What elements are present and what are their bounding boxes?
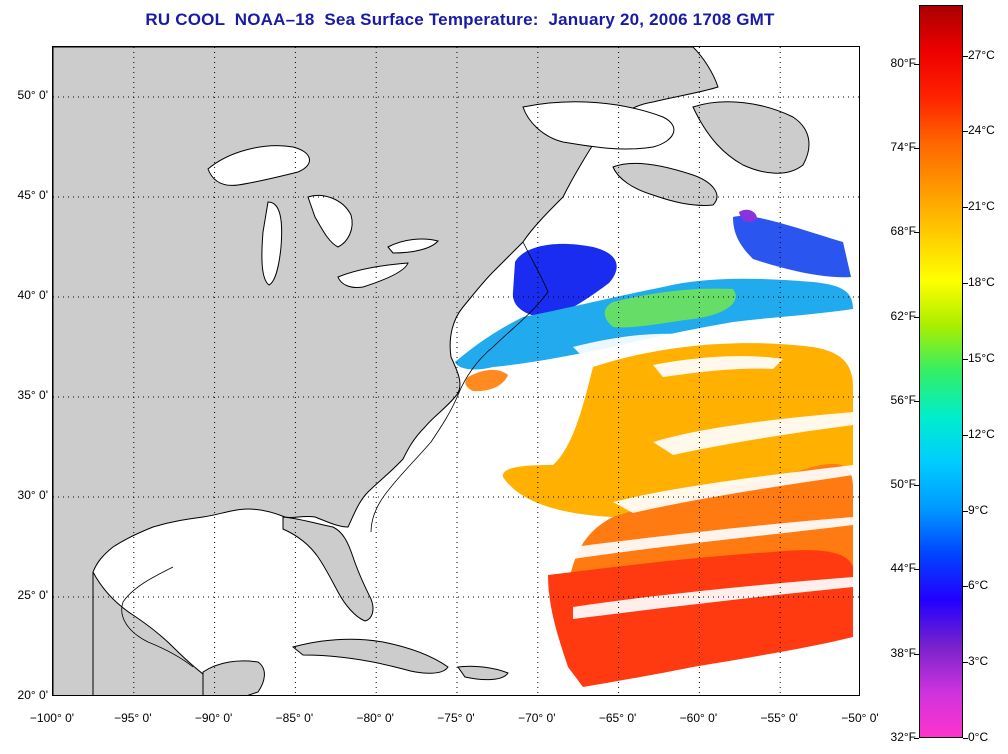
cloud-layer bbox=[573, 333, 853, 619]
longitude-label: −55° 0' bbox=[760, 711, 798, 725]
longitude-label: −95° 0' bbox=[114, 711, 152, 725]
lake-erie bbox=[337, 262, 409, 288]
colorbar-fahrenheit-label: 56°F bbox=[890, 392, 916, 407]
colorbar-celsius-label: 27°C bbox=[968, 47, 995, 62]
sst-patch-gulf-of-maine bbox=[512, 243, 617, 318]
longitude-label: −90° 0' bbox=[194, 711, 233, 725]
sst-patch-slope-green bbox=[604, 288, 736, 328]
colorbar-tick bbox=[914, 569, 919, 571]
contour-600ft bbox=[121, 241, 549, 668]
temperature-colorbar bbox=[919, 5, 963, 738]
sst-patch-newfoundland-purple bbox=[739, 209, 757, 223]
colorbar-tick bbox=[963, 283, 968, 285]
colorbar-tick bbox=[963, 434, 968, 436]
colorbar-fahrenheit-label: 68°F bbox=[890, 224, 916, 239]
lake-superior bbox=[207, 145, 310, 186]
latitude-label: 40° 0' bbox=[17, 288, 48, 302]
colorbar-tick bbox=[963, 55, 968, 57]
colorbar-celsius-label: 6°C bbox=[968, 578, 989, 593]
longitude-label: −60° 0' bbox=[679, 711, 718, 725]
longitude-label: −65° 0' bbox=[598, 711, 637, 725]
colorbar-fahrenheit-label: 44°F bbox=[890, 561, 916, 576]
graticule bbox=[53, 47, 859, 695]
latitude-label: 50° 0' bbox=[17, 88, 48, 102]
latitude-label: 20° 0' bbox=[17, 688, 48, 702]
lake-ontario bbox=[387, 238, 439, 254]
longitude-label: −75° 0' bbox=[437, 711, 475, 725]
colorbar-fahrenheit-label: 38°F bbox=[890, 645, 916, 660]
longitude-label: −80° 0' bbox=[356, 711, 394, 725]
land-hispaniola bbox=[457, 665, 509, 681]
colorbar-celsius-label: 12°C bbox=[968, 426, 995, 441]
colorbar-celsius-label: 21°C bbox=[968, 199, 995, 214]
longitude-label: −85° 0' bbox=[275, 711, 314, 725]
colorbar-fahrenheit-label: 50°F bbox=[890, 477, 916, 492]
colorbar-celsius-label: 9°C bbox=[968, 502, 989, 517]
sst-map bbox=[52, 46, 860, 696]
longitude-label: −50° 0' bbox=[841, 711, 879, 725]
colorbar-tick bbox=[963, 358, 968, 360]
sst-patch-scotian-shelf bbox=[733, 216, 851, 278]
colorbar-celsius-label: 3°C bbox=[968, 654, 989, 669]
sst-patch-hatteras-orange bbox=[465, 369, 508, 392]
latitude-label: 30° 0' bbox=[17, 488, 48, 502]
colorbar-tick bbox=[963, 131, 968, 133]
colorbar-tick bbox=[963, 586, 968, 588]
colorbar-celsius-label: 18°C bbox=[968, 275, 995, 290]
colorbar-celsius-label: 15°C bbox=[968, 350, 995, 365]
latitude-label: 35° 0' bbox=[17, 388, 48, 402]
colorbar-celsius-label: 0°C bbox=[968, 730, 989, 744]
sst-map-canvas bbox=[53, 47, 859, 695]
map-title: RU COOL NOAA–18 Sea Surface Temperature:… bbox=[145, 10, 775, 29]
sst-patch-gulf-stream bbox=[502, 343, 853, 517]
latitude-label: 45° 0' bbox=[17, 188, 48, 202]
colorbar-fahrenheit-label: 62°F bbox=[890, 308, 916, 323]
great-lakes bbox=[207, 101, 675, 288]
colorbar-fahrenheit-label: 32°F bbox=[890, 730, 916, 744]
land-cuba bbox=[291, 638, 449, 674]
colorbar-celsius-label: 24°C bbox=[968, 123, 995, 138]
colorbar-tick bbox=[914, 148, 919, 150]
colorbar-tick bbox=[914, 485, 919, 487]
colorbar-tick bbox=[963, 738, 968, 739]
lake-huron bbox=[307, 194, 353, 248]
lake-michigan bbox=[261, 201, 283, 286]
land-newfoundland bbox=[692, 101, 810, 174]
land-florida bbox=[282, 516, 374, 622]
gulf-st-lawrence bbox=[522, 101, 675, 150]
colorbar-fahrenheit-label: 80°F bbox=[890, 55, 916, 70]
colorbar-tick bbox=[914, 232, 919, 234]
colorbar-tick bbox=[914, 316, 919, 318]
land-yucatan-peninsula bbox=[202, 660, 265, 695]
land-nova-scotia bbox=[612, 162, 718, 206]
longitude-label: −100° 0' bbox=[29, 711, 75, 725]
colorbar-tick bbox=[914, 400, 919, 402]
longitude-label: −70° 0' bbox=[518, 711, 556, 725]
colorbar-tick bbox=[963, 510, 968, 512]
colorbar-tick bbox=[914, 63, 919, 65]
colorbar-tick bbox=[914, 738, 919, 739]
colorbar-fahrenheit-label: 74°F bbox=[890, 140, 916, 155]
colorbar-tick bbox=[963, 662, 968, 664]
colorbar-tick bbox=[963, 207, 968, 209]
latitude-label: 25° 0' bbox=[17, 588, 48, 602]
colorbar-tick bbox=[914, 653, 919, 655]
